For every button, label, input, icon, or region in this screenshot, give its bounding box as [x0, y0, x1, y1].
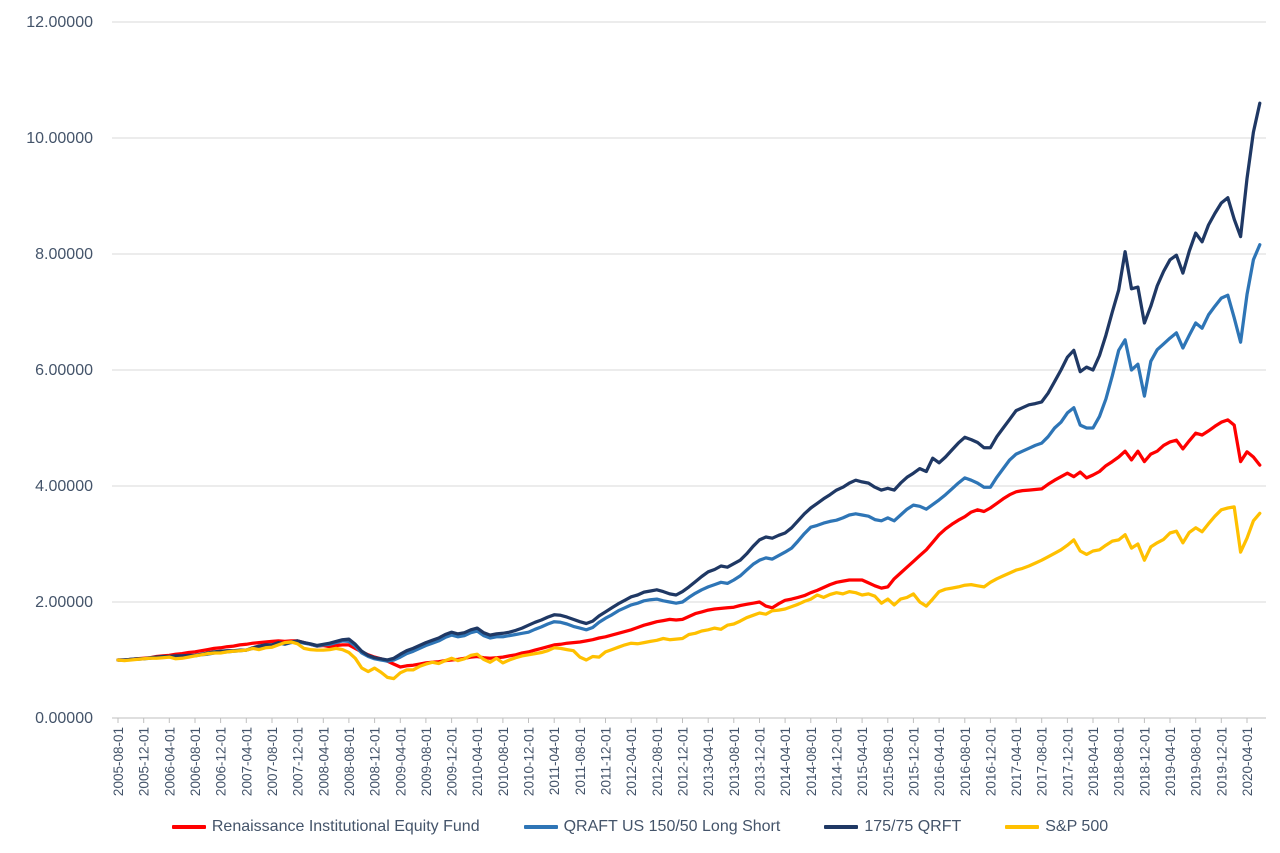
x-axis-label: 2020-04-01 — [1240, 727, 1255, 796]
x-axis-label: 2019-12-01 — [1214, 727, 1229, 796]
y-axis-label: 8.00000 — [35, 246, 93, 263]
x-axis-label: 2008-08-01 — [342, 727, 357, 796]
legend-swatch-175-75-qrft — [824, 825, 859, 829]
x-axis-label: 2014-08-01 — [804, 727, 819, 796]
x-axis-label: 2018-12-01 — [1137, 727, 1152, 796]
y-axis-label: 12.00000 — [26, 14, 93, 31]
x-axis-label: 2007-08-01 — [265, 727, 280, 796]
x-axis-label: 2015-12-01 — [906, 727, 921, 796]
x-axis-label: 2008-12-01 — [368, 727, 383, 796]
x-axis-label: 2013-04-01 — [701, 727, 716, 796]
x-axis-label: 2009-04-01 — [393, 727, 408, 796]
series-line-renaissance-institutional-equity-fund — [116, 418, 1262, 669]
x-axis-label: 2008-04-01 — [316, 727, 331, 796]
y-axis-label: 0.00000 — [35, 710, 93, 727]
x-axis-label: 2017-08-01 — [1035, 727, 1050, 796]
y-axis-label: 2.00000 — [35, 594, 93, 611]
x-axis-label: 2009-08-01 — [419, 727, 434, 796]
x-axis-label: 2009-12-01 — [445, 727, 460, 796]
legend-swatch-sp-500 — [1005, 825, 1040, 829]
chart-legend: Renaissance Institutional Equity Fund QRA… — [0, 810, 1280, 844]
x-axis-label: 2006-04-01 — [162, 727, 177, 796]
x-axis-label: 2018-08-01 — [1112, 727, 1127, 796]
legend-label: S&P 500 — [1045, 818, 1109, 835]
series-line-qraft-us-150-50-long-short — [116, 243, 1262, 663]
x-axis-label: 2011-04-01 — [547, 727, 562, 795]
x-axis-label: 2013-08-01 — [727, 727, 742, 796]
x-axis-label: 2015-08-01 — [881, 727, 896, 796]
x-axis-label: 2010-04-01 — [470, 727, 485, 796]
legend-label: 175/75 QRFT — [864, 818, 962, 835]
x-axis-label: 2016-12-01 — [983, 727, 998, 796]
x-axis-label: 2012-08-01 — [650, 727, 665, 796]
x-axis-label: 2007-12-01 — [291, 727, 306, 796]
x-axis-label: 2016-04-01 — [932, 727, 947, 796]
legend-label: QRAFT US 150/50 Long Short — [563, 818, 781, 835]
x-axis-label: 2012-12-01 — [676, 727, 691, 796]
x-axis-label: 2011-12-01 — [599, 727, 614, 795]
x-axis-label: 2010-12-01 — [522, 727, 537, 796]
legend-item-renaissance-institutional-equity-fund: Renaissance Institutional Equity Fund — [171, 818, 480, 836]
x-axis-label: 2015-04-01 — [855, 727, 870, 796]
x-axis-label: 2007-04-01 — [239, 727, 254, 796]
x-axis-label: 2019-04-01 — [1163, 727, 1178, 796]
x-axis-label: 2011-08-01 — [573, 727, 588, 795]
x-axis-label: 2017-04-01 — [1009, 727, 1024, 796]
x-axis-label: 2006-12-01 — [214, 727, 229, 796]
legend-swatch-renaissance-institutional-equity-fund — [171, 825, 206, 829]
x-axis-label: 2014-04-01 — [778, 727, 793, 796]
legend-item-qraft-us-150-50-long-short: QRAFT US 150/50 Long Short — [523, 818, 781, 836]
x-axis-label: 2013-12-01 — [753, 727, 768, 796]
x-axis-label: 2017-12-01 — [1060, 727, 1075, 796]
x-axis-label: 2018-04-01 — [1086, 727, 1101, 796]
x-axis-label: 2012-04-01 — [624, 727, 639, 796]
series-line-175-75-qrft — [116, 101, 1262, 662]
legend-item-sp-500: S&P 500 — [1005, 818, 1108, 836]
y-axis-label: 6.00000 — [35, 362, 93, 379]
x-axis-label: 2006-08-01 — [188, 727, 203, 796]
legend-item-175-75-qrft: 175/75 QRFT — [824, 818, 961, 836]
legend-label: Renaissance Institutional Equity Fund — [211, 818, 480, 835]
x-axis-label: 2014-12-01 — [830, 727, 845, 796]
x-axis-label: 2019-08-01 — [1189, 727, 1204, 796]
y-axis-label: 4.00000 — [35, 478, 93, 495]
series-line-sp-500 — [116, 505, 1262, 681]
y-axis-label: 10.00000 — [26, 130, 93, 147]
x-axis-label: 2010-08-01 — [496, 727, 511, 796]
x-axis-label: 2016-08-01 — [958, 727, 973, 796]
x-axis-label: 2005-08-01 — [111, 727, 126, 796]
legend-swatch-qraft-us-150-50-long-short — [523, 825, 558, 829]
x-axis-label: 2005-12-01 — [137, 727, 152, 796]
